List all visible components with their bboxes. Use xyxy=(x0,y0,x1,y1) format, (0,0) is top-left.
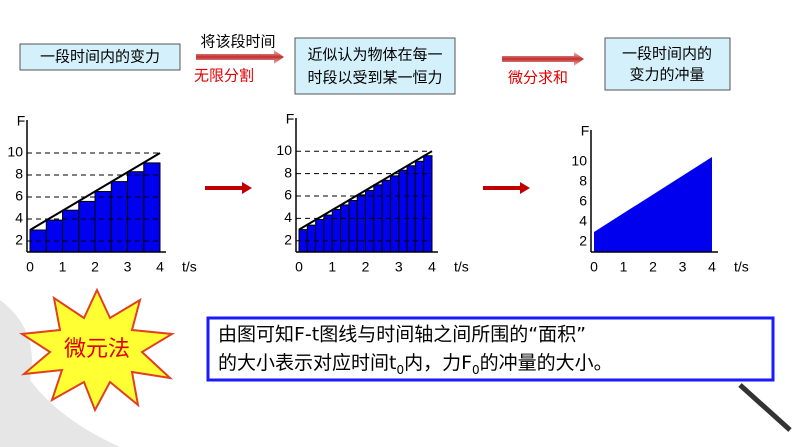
text-part: 内，力F xyxy=(404,352,472,374)
line xyxy=(298,150,433,231)
x-tick-label: 1 xyxy=(59,259,67,275)
x-tick-label: 2 xyxy=(362,259,370,275)
bar xyxy=(423,155,433,253)
line xyxy=(29,152,161,231)
arrow-label: 微分求和 xyxy=(508,69,568,87)
arrow-label: 将该段时间 xyxy=(200,33,275,51)
bar xyxy=(127,171,145,253)
bar xyxy=(323,214,333,253)
y-tick-label: 4 xyxy=(579,213,587,229)
y-tick-label: 8 xyxy=(15,166,23,182)
box-text: 变力的冲量 xyxy=(629,66,704,84)
box-text: 时段以受到某一恒力 xyxy=(307,69,442,87)
box xyxy=(19,43,181,71)
y-tick-label: 4 xyxy=(284,209,292,225)
conclusion-text: 由图可知F-t图线与时间轴之间所围的“面积” xyxy=(218,324,586,346)
x-tick-label: 2 xyxy=(91,259,99,275)
y-tick-label: 10 xyxy=(571,153,587,169)
y-tick-label: 2 xyxy=(15,232,23,248)
text-part: 的大小表示对应时间t xyxy=(218,352,396,374)
y-axis-label: F xyxy=(17,113,26,129)
bar xyxy=(340,204,350,253)
y-tick-label: 10 xyxy=(7,144,23,160)
starburst xyxy=(19,287,176,413)
x-tick-label: 3 xyxy=(679,259,687,275)
x-tick-label: 1 xyxy=(328,259,336,275)
box xyxy=(294,37,456,95)
arrow xyxy=(196,50,284,64)
bar xyxy=(348,199,358,253)
y-tick-label: 8 xyxy=(284,164,292,180)
y-axis-label: F xyxy=(286,111,295,127)
charts: 2 4 6 8 10 0 1 2 3 4 Ft/s 2 4 6 8 10 0 1 2 3 4 Ft/s 2 4 6 8 10 0 1 2 3… xyxy=(7,111,748,275)
x-axis-label: t/s xyxy=(734,259,749,275)
x-tick-label: 2 xyxy=(649,259,657,275)
x-axis-label: t/s xyxy=(182,259,197,275)
subscript: 0 xyxy=(396,363,404,377)
bar xyxy=(78,200,96,253)
x-tick-label: 0 xyxy=(26,259,34,275)
conclusion-box xyxy=(206,316,775,382)
x-tick-label: 3 xyxy=(124,259,132,275)
arrow-label: 无限分割 xyxy=(194,67,254,85)
bar xyxy=(94,191,112,253)
bar xyxy=(356,194,366,253)
text-part: 的冲量的大小。 xyxy=(480,352,613,374)
x-tick-label: 0 xyxy=(590,259,598,275)
decoration xyxy=(0,300,120,447)
x-axis-label: t/s xyxy=(454,259,469,275)
x-tick-label: 4 xyxy=(428,259,436,275)
area xyxy=(594,157,712,252)
y-tick-label: 2 xyxy=(579,233,587,249)
bar xyxy=(306,224,317,253)
bar xyxy=(398,169,408,253)
box-text: 一段时间内的变力 xyxy=(40,48,160,66)
y-tick-label: 4 xyxy=(15,210,23,226)
brush xyxy=(738,383,792,432)
x-tick-label: 0 xyxy=(295,259,303,275)
x-tick-label: 4 xyxy=(708,259,716,275)
subscript: 0 xyxy=(472,363,480,377)
y-tick-label: 6 xyxy=(15,188,23,204)
method-label: 微元法 xyxy=(64,337,130,362)
arrow xyxy=(502,52,584,66)
arrow xyxy=(483,182,530,194)
x-tick-label: 1 xyxy=(620,259,628,275)
bar xyxy=(45,219,63,253)
box-text: 一段时间内的 xyxy=(622,45,712,63)
y-tick-label: 6 xyxy=(579,193,587,209)
bar xyxy=(331,208,342,253)
bar xyxy=(315,219,325,253)
x-tick-label: 3 xyxy=(395,259,403,275)
arrow xyxy=(205,182,252,194)
bar xyxy=(414,160,425,253)
y-tick-label: 10 xyxy=(276,142,292,158)
conclusion-text: 的大小表示对应时间t0内，力F0的冲量的大小。 xyxy=(218,352,613,377)
y-axis-label: F xyxy=(581,123,590,139)
y-tick-label: 8 xyxy=(579,173,587,189)
bar xyxy=(406,165,416,253)
bar xyxy=(62,209,80,253)
y-tick-label: 2 xyxy=(284,232,292,248)
box-text: 近似认为物体在每一 xyxy=(307,46,442,64)
box xyxy=(604,37,731,91)
bar xyxy=(143,162,161,253)
bar xyxy=(365,189,375,253)
x-tick-label: 4 xyxy=(156,259,164,275)
y-tick-label: 6 xyxy=(284,187,292,203)
